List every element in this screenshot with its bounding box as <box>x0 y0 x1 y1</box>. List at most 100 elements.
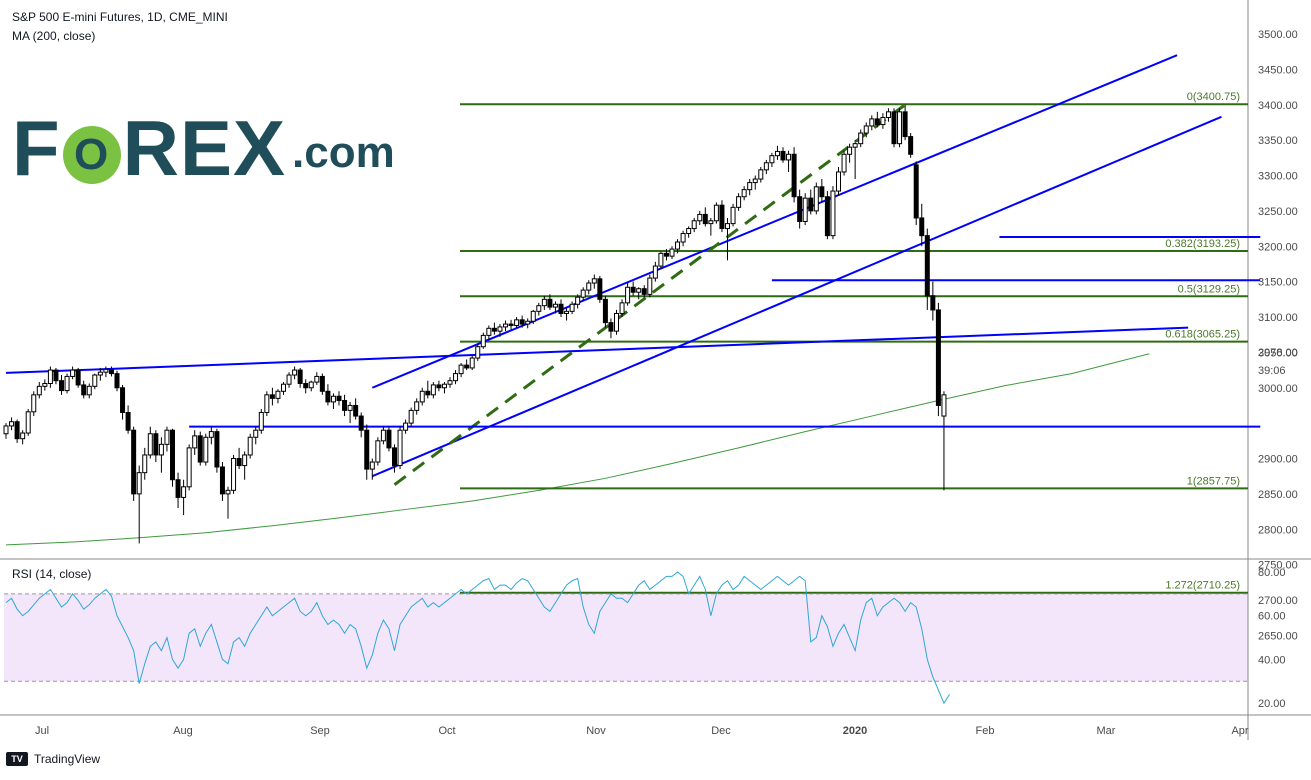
candle-body <box>92 374 98 387</box>
candle-body <box>408 409 414 424</box>
ma200-line <box>5 353 1150 546</box>
candle-body <box>131 429 137 495</box>
candle-body <box>736 196 742 208</box>
trendline[interactable] <box>371 54 1178 389</box>
candle-body <box>752 178 758 184</box>
candle-body <box>680 233 686 243</box>
candle-body <box>614 312 619 332</box>
tradingview-brand[interactable]: TV TradingView <box>6 752 100 766</box>
candle-body <box>392 447 397 467</box>
candle-body <box>447 380 453 385</box>
time-tick-label: Nov <box>586 725 606 737</box>
candle-body <box>203 436 209 463</box>
price-axis[interactable]: 3500.00 3450.00 3400.00 3350.00 3300.00 3250.… <box>1258 29 1298 642</box>
candle-body <box>697 213 703 222</box>
candle-body <box>214 431 220 468</box>
trendline[interactable] <box>371 115 1222 478</box>
price-tick-label: 3050.00 <box>1258 347 1298 359</box>
time-axis[interactable]: Jul Aug Sep Oct Nov Dec 2020 Feb Mar Apr <box>35 725 1249 737</box>
candle-body <box>81 384 87 396</box>
candle-body <box>192 435 198 449</box>
candle-body <box>503 323 508 328</box>
candle-body <box>75 369 81 386</box>
candle-body <box>586 282 592 291</box>
candle-body <box>525 320 531 325</box>
candle-body <box>741 189 747 198</box>
candle-body <box>14 421 20 440</box>
moving-average-200 <box>5 353 1150 546</box>
price-tick-label: 3250.00 <box>1258 206 1298 218</box>
candle-body <box>219 466 225 495</box>
time-tick-label: Sep <box>310 725 330 737</box>
rsi-indicator-label[interactable]: RSI (14, close) <box>12 567 92 581</box>
fib-level-label: 0.618(3065.25) <box>1165 329 1240 341</box>
fibonacci-levels: 0(3400.75) 0.382(3193.25) 0.5(3129.25) 0.61… <box>460 91 1248 594</box>
candle-body <box>874 118 880 126</box>
rsi-tick-label: 20.00 <box>1258 698 1286 710</box>
candle-body <box>403 422 409 431</box>
candle-body <box>847 146 853 155</box>
candle-body <box>913 164 919 219</box>
candle-body <box>70 369 76 377</box>
candle-body <box>702 213 708 225</box>
candle-body <box>414 401 420 411</box>
time-tick-label: Mar <box>1097 725 1116 737</box>
candle-body <box>464 364 470 369</box>
forex-logo: F O REX .com <box>12 104 395 192</box>
candle-body <box>86 385 92 396</box>
candle-body <box>330 395 336 403</box>
rsi-pane <box>4 571 1248 705</box>
chart-title: S&P 500 E-mini Futures, 1D, CME_MINI <box>12 10 228 24</box>
candle-body <box>258 412 264 431</box>
candle-body <box>441 383 447 389</box>
candle-body <box>453 373 459 382</box>
candle-body <box>652 265 658 279</box>
candle-body <box>569 303 575 312</box>
candle-body <box>336 395 342 401</box>
price-tick-label: 2650.00 <box>1258 630 1298 642</box>
candle-body <box>181 486 187 498</box>
candle-body <box>342 399 348 411</box>
candle-body <box>297 369 303 385</box>
trendline[interactable] <box>5 326 1189 374</box>
candle-body <box>863 125 869 134</box>
candle-body <box>747 182 753 191</box>
fib-level-label: 0.5(3129.25) <box>1178 283 1240 295</box>
candle-body <box>497 326 503 332</box>
ma-indicator-label[interactable]: MA (200, close) <box>12 29 96 43</box>
price-tick-label: 3300.00 <box>1258 171 1298 183</box>
candle-body <box>869 118 875 127</box>
candle-body <box>941 394 947 417</box>
candle-body <box>231 458 237 491</box>
candle-body <box>575 296 581 305</box>
candle-body <box>924 235 930 297</box>
fib-level-label: 1(2857.75) <box>1187 475 1240 487</box>
candle-body <box>186 447 192 488</box>
rsi-line <box>5 571 950 705</box>
time-tick-label: 2020 <box>843 725 867 737</box>
rsi-axis[interactable]: 80.00 60.00 40.00 20.00 <box>1258 567 1286 710</box>
candle-body <box>713 204 719 222</box>
candle-body <box>625 286 631 304</box>
time-tick-label: Jul <box>35 725 49 737</box>
candle-body <box>236 458 242 467</box>
candle-body <box>708 220 714 225</box>
candle-body <box>153 433 159 456</box>
candle-body <box>386 429 392 449</box>
candle-body <box>247 436 253 456</box>
fib-level-label: 1.272(2710.25) <box>1165 580 1240 592</box>
rsi-tick-label: 80.00 <box>1258 567 1286 579</box>
rsi-tick-label: 60.00 <box>1258 611 1286 623</box>
candle-body <box>564 310 570 314</box>
dashed-trendline[interactable] <box>393 103 906 486</box>
price-tick-label: 2900.00 <box>1258 454 1298 466</box>
candle-body <box>619 302 625 314</box>
candle-body <box>208 431 214 438</box>
candle-body <box>514 319 520 326</box>
candle-body <box>275 390 281 399</box>
candle-body <box>763 162 769 171</box>
candle-body <box>264 394 270 414</box>
candle-body <box>358 415 364 431</box>
candle-body <box>769 155 775 164</box>
